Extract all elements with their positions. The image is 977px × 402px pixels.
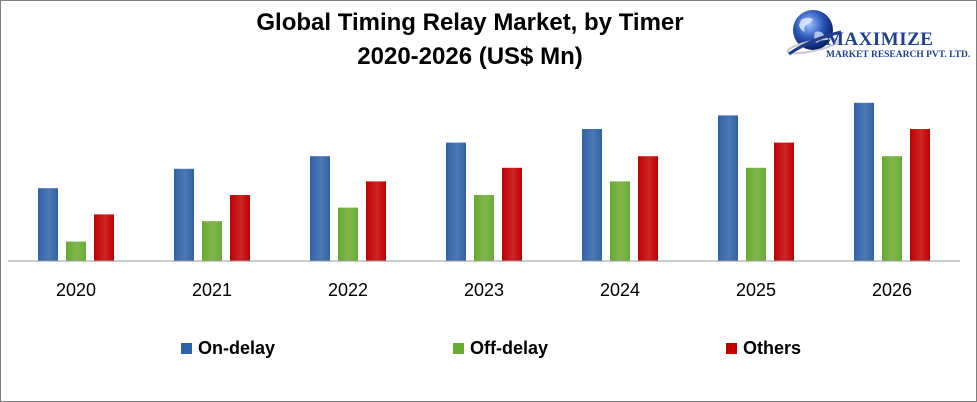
legend: On-delay Off-delay Others (0, 338, 977, 364)
x-tick-label-2020: 2020 (56, 280, 96, 300)
bar-on-delay-2020 (38, 188, 58, 261)
bar-off-delay-2023 (474, 195, 494, 261)
legend-item-off-delay: Off-delay (453, 338, 548, 359)
chart-title-line-1: Global Timing Relay Market, by Timer (256, 9, 684, 36)
bar-others-2022 (366, 181, 386, 261)
legend-label: Others (743, 338, 802, 358)
legend-swatch (726, 343, 737, 354)
x-tick-label-2024: 2024 (600, 280, 640, 300)
bar-off-delay-2021 (202, 221, 222, 261)
bar-on-delay-2025 (718, 115, 738, 262)
x-tick-label-2026: 2026 (872, 280, 912, 300)
bar-off-delay-2025 (746, 167, 766, 261)
globe-icon (786, 10, 842, 56)
bar-on-delay-2024 (582, 129, 602, 261)
bar-off-delay-2024 (610, 181, 630, 261)
bar-others-2024 (638, 156, 658, 261)
legend-item-on-delay: On-delay (181, 338, 275, 359)
x-tick-label-2021: 2021 (192, 280, 232, 300)
x-tick-label-2022: 2022 (328, 280, 368, 300)
legend-item-others: Others (726, 338, 801, 359)
bar-off-delay-2026 (882, 156, 902, 261)
bar-others-2025 (774, 142, 794, 261)
logo-name: MAXIMIZE (826, 29, 934, 50)
bar-others-2023 (502, 167, 522, 261)
bar-on-delay-2022 (310, 156, 330, 261)
legend-label: On-delay (198, 338, 276, 358)
bar-on-delay-2023 (446, 142, 466, 261)
bar-others-2020 (94, 214, 114, 261)
x-tick-label-2023: 2023 (464, 280, 504, 300)
bar-on-delay-2021 (174, 168, 194, 261)
chart-title-line-2: 2020-2026 (US$ Mn) (357, 43, 583, 70)
logo-subtitle: MARKET RESEARCH PVT. LTD. (826, 50, 971, 60)
chart-title: Global Timing Relay Market, by Timer 202… (150, 6, 790, 74)
company-logo: MAXIMIZE MARKET RESEARCH PVT. LTD. (826, 30, 970, 61)
bar-off-delay-2022 (338, 207, 358, 261)
legend-label: Off-delay (470, 338, 549, 358)
legend-swatch (453, 343, 464, 354)
bar-others-2021 (230, 195, 250, 261)
legend-swatch (181, 343, 192, 354)
x-tick-label-2025: 2025 (736, 280, 776, 300)
bar-on-delay-2026 (854, 102, 874, 261)
bar-off-delay-2020 (66, 241, 86, 261)
bar-others-2026 (910, 129, 930, 261)
